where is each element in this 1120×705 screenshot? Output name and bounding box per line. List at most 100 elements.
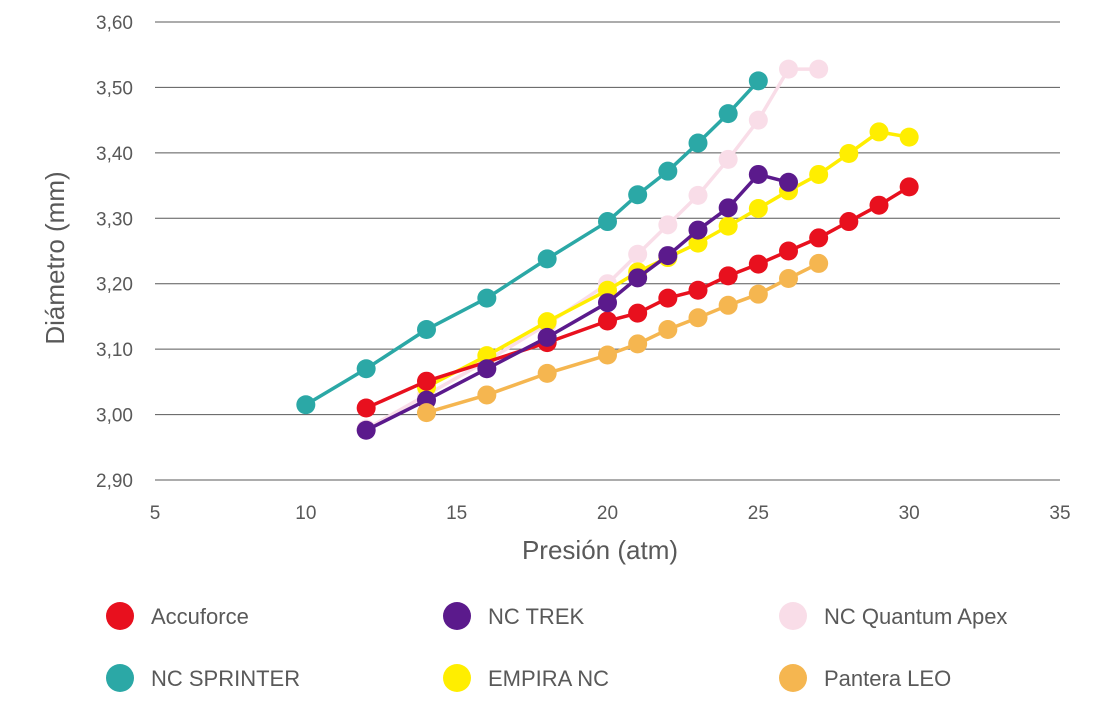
legend-item: NC SPRINTER: [106, 664, 300, 692]
data-point: [718, 216, 738, 236]
data-point: [869, 195, 889, 215]
data-point: [598, 345, 617, 365]
legend-label: NC TREK: [488, 604, 584, 629]
data-point: [658, 246, 678, 266]
y-tick-label: 3,50: [96, 78, 133, 99]
series-nc-trek: [356, 164, 798, 440]
data-point: [658, 288, 678, 308]
legend-marker: [443, 664, 471, 692]
data-series: [296, 59, 919, 440]
data-point: [809, 228, 829, 248]
data-point: [748, 71, 768, 91]
data-point: [779, 172, 798, 192]
series-pantera-leo: [417, 253, 829, 423]
legend-label: NC Quantum Apex: [824, 604, 1007, 629]
y-tick-label: 3,40: [96, 144, 133, 165]
legend-item: Accuforce: [106, 602, 249, 630]
data-point: [748, 110, 768, 130]
data-point: [628, 303, 648, 323]
data-point: [748, 164, 768, 184]
y-tick-label: 2,90: [96, 471, 133, 492]
data-point: [688, 233, 708, 253]
data-point: [748, 254, 768, 274]
data-point: [688, 308, 708, 328]
y-tick-label: 3,20: [96, 275, 133, 296]
y-axis-ticks: 2,90 3,00 3,10 3,20 3,30 3,40 3,50 3,60: [96, 13, 133, 492]
data-point: [356, 398, 376, 418]
data-point: [718, 266, 738, 286]
x-tick-label: 35: [1049, 503, 1070, 524]
legend-marker: [443, 602, 471, 630]
y-tick-label: 3,00: [96, 406, 133, 427]
data-point: [477, 288, 497, 308]
x-tick-label: 20: [597, 503, 618, 524]
legend-item: NC TREK: [443, 602, 584, 630]
data-point: [688, 133, 708, 153]
data-point: [899, 177, 919, 197]
data-point: [839, 144, 859, 164]
legend-item: Pantera LEO: [779, 664, 951, 692]
x-tick-label: 5: [150, 503, 161, 524]
data-point: [839, 212, 859, 232]
data-point: [718, 295, 738, 315]
data-point: [809, 164, 829, 184]
data-point: [779, 268, 798, 288]
y-tick-label: 3,10: [96, 340, 133, 361]
legend: Accuforce NC TREK NC Quantum Apex NC SPRINT…: [106, 602, 1007, 692]
data-point: [688, 280, 708, 300]
data-point: [598, 212, 617, 232]
legend-label: Pantera LEO: [824, 666, 951, 691]
data-point: [537, 327, 557, 347]
data-point: [628, 268, 648, 288]
data-point: [356, 359, 376, 379]
data-point: [537, 363, 557, 383]
data-point: [748, 284, 768, 304]
data-point: [296, 395, 316, 415]
data-point: [688, 220, 708, 240]
data-point: [658, 215, 678, 235]
data-point: [809, 253, 829, 273]
data-point: [899, 127, 919, 147]
series-line: [365, 185, 911, 410]
data-point: [779, 59, 798, 79]
legend-item: NC Quantum Apex: [779, 602, 1007, 630]
data-point: [718, 104, 738, 124]
y-tick-label: 3,60: [96, 13, 133, 34]
x-tick-label: 25: [748, 503, 769, 524]
y-tick-label: 3,30: [96, 209, 133, 230]
data-point: [417, 371, 436, 391]
data-point: [477, 385, 497, 405]
data-point: [477, 359, 497, 379]
legend-label: Accuforce: [151, 604, 249, 629]
legend-marker: [106, 602, 134, 630]
legend-item: EMPIRA NC: [443, 664, 609, 692]
data-point: [417, 320, 436, 340]
x-tick-label: 10: [295, 503, 316, 524]
data-point: [779, 241, 798, 261]
data-point: [628, 185, 648, 205]
legend-label: EMPIRA NC: [488, 666, 609, 691]
gridlines: [155, 21, 1060, 481]
x-axis-title: Presión (atm): [522, 535, 678, 565]
x-tick-label: 30: [899, 503, 920, 524]
x-axis-ticks: 5 10 15 20 25 30 35: [150, 503, 1071, 524]
data-point: [628, 244, 648, 264]
data-point: [658, 320, 678, 340]
y-axis-title: Diámetro (mm): [40, 171, 70, 344]
data-point: [658, 161, 678, 181]
data-point: [748, 198, 768, 218]
data-point: [628, 334, 648, 354]
legend-marker: [779, 602, 807, 630]
data-point: [718, 198, 738, 218]
data-point: [598, 311, 617, 331]
data-point: [809, 59, 829, 79]
data-point: [869, 122, 889, 142]
data-point: [537, 249, 557, 269]
data-point: [417, 403, 436, 423]
data-point: [718, 149, 738, 169]
data-point: [356, 420, 376, 440]
legend-label: NC SPRINTER: [151, 666, 300, 691]
legend-marker: [779, 664, 807, 692]
data-point: [598, 293, 617, 313]
